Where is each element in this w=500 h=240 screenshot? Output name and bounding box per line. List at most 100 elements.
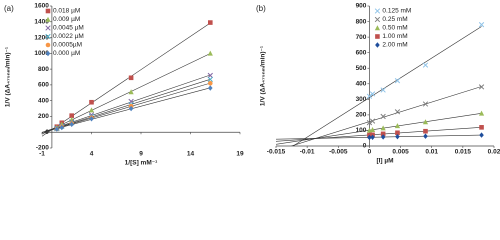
marker [478, 22, 485, 28]
marker [88, 107, 95, 113]
figure: (a) -200 0 200 400 600 800 1000 1200 1400 1600 -1 4 9… [4, 3, 500, 167]
marker [369, 126, 376, 132]
chart-panel: (a)-20002004006008001000120014001600-149… [4, 3, 244, 167]
marker [422, 119, 429, 125]
marker [374, 25, 381, 31]
marker [380, 131, 386, 137]
x-tick-label: -0.01 [300, 149, 315, 156]
x-tick-label: -0.005 [329, 149, 348, 156]
marker [207, 50, 213, 56]
trendline [42, 82, 211, 133]
marker [375, 34, 380, 39]
y-tick-label: 900 [356, 3, 367, 10]
marker [89, 99, 94, 105]
trendline [290, 86, 482, 146]
marker [380, 87, 386, 93]
y-tick-label: 1200 [34, 34, 49, 41]
x-tick-label: 0.005 [392, 149, 409, 156]
marker [208, 81, 213, 86]
marker [374, 16, 381, 23]
x-tick-label: 9 [139, 151, 143, 158]
legend-label: 0.0022 µM [53, 33, 84, 40]
marker [54, 126, 60, 132]
x-tick-label: 4 [90, 151, 94, 158]
x-tick-label: 0 [368, 149, 372, 156]
marker [367, 134, 372, 141]
marker [380, 113, 386, 120]
y-tick-label: 1400 [34, 18, 49, 25]
marker [45, 50, 51, 57]
marker [394, 109, 401, 115]
marker [366, 93, 373, 99]
y-tick-label: -200 [36, 145, 49, 152]
y-tick-label: 800 [38, 66, 49, 73]
x-axis-label: 1/[S] mM⁻¹ [125, 160, 158, 167]
trendline [42, 87, 211, 133]
marker [423, 133, 428, 139]
y-tick-label: 600 [38, 82, 49, 89]
marker [394, 123, 401, 129]
marker [479, 132, 484, 138]
marker [370, 134, 375, 140]
marker [479, 125, 484, 130]
marker [207, 76, 213, 83]
x-tick-label: -0.015 [267, 149, 286, 156]
marker [422, 62, 429, 68]
y-tick-label: 700 [356, 34, 367, 41]
trendline [42, 53, 211, 135]
marker [478, 110, 485, 116]
x-tick-label: 19 [236, 151, 244, 158]
y-tick-label: 400 [356, 80, 367, 87]
marker [422, 101, 429, 107]
legend-label: 0.018 µM [53, 8, 80, 15]
marker [128, 105, 134, 112]
y-tick-label: 200 [38, 113, 49, 120]
marker [366, 120, 373, 126]
x-tick-label: -1 [39, 151, 45, 158]
marker [423, 128, 428, 134]
marker [369, 118, 376, 124]
y-axis-label: 1/V (ΔA₄₇₅ₙₘ/min)⁻¹ [5, 47, 12, 107]
marker [89, 116, 94, 122]
marker [45, 25, 51, 31]
legend-label: 0.0045 µM [53, 25, 84, 32]
chart-panel: (b) 0 100 200 300 400 500 600 700 800 900 -0.015 -0.… [256, 3, 500, 165]
y-tick-label: 400 [38, 97, 49, 104]
trendline [42, 74, 211, 133]
legend-label: 2.00 mM [382, 42, 407, 49]
trendline [292, 26, 482, 146]
x-tick-label: 0.01 [425, 149, 438, 156]
y-tick-label: 1000 [34, 50, 49, 57]
marker [374, 8, 381, 14]
legend-label: 0.009 µM [53, 16, 80, 23]
marker [395, 130, 400, 136]
marker [375, 42, 380, 48]
legend-label: 0.50 mM [382, 25, 407, 32]
marker [380, 134, 386, 140]
y-axis-label: 1/V (ΔA₄₇₅ₙₘ/min)⁻¹ [260, 46, 267, 106]
marker [45, 42, 51, 48]
marker [394, 78, 401, 84]
trendline [42, 79, 211, 133]
panel-label: (b) [256, 4, 266, 13]
marker [69, 113, 74, 118]
marker [45, 8, 51, 14]
trendline [276, 127, 482, 142]
panel-label: (a) [4, 4, 14, 13]
y-tick-label: 200 [356, 112, 367, 119]
legend-label: 1.00 mM [382, 33, 407, 40]
marker [128, 89, 134, 95]
legend-label: 0.25 mM [382, 16, 407, 23]
marker [207, 72, 213, 79]
marker [208, 85, 213, 91]
x-tick-label: 14 [187, 151, 195, 158]
y-tick-label: 300 [356, 96, 367, 103]
trendline [276, 134, 482, 140]
marker [45, 16, 51, 22]
trendline [276, 113, 482, 145]
y-tick-label: 600 [356, 49, 367, 56]
x-tick-label: 0.015 [455, 149, 472, 156]
marker [208, 20, 213, 25]
marker [69, 121, 74, 128]
marker [59, 124, 65, 131]
